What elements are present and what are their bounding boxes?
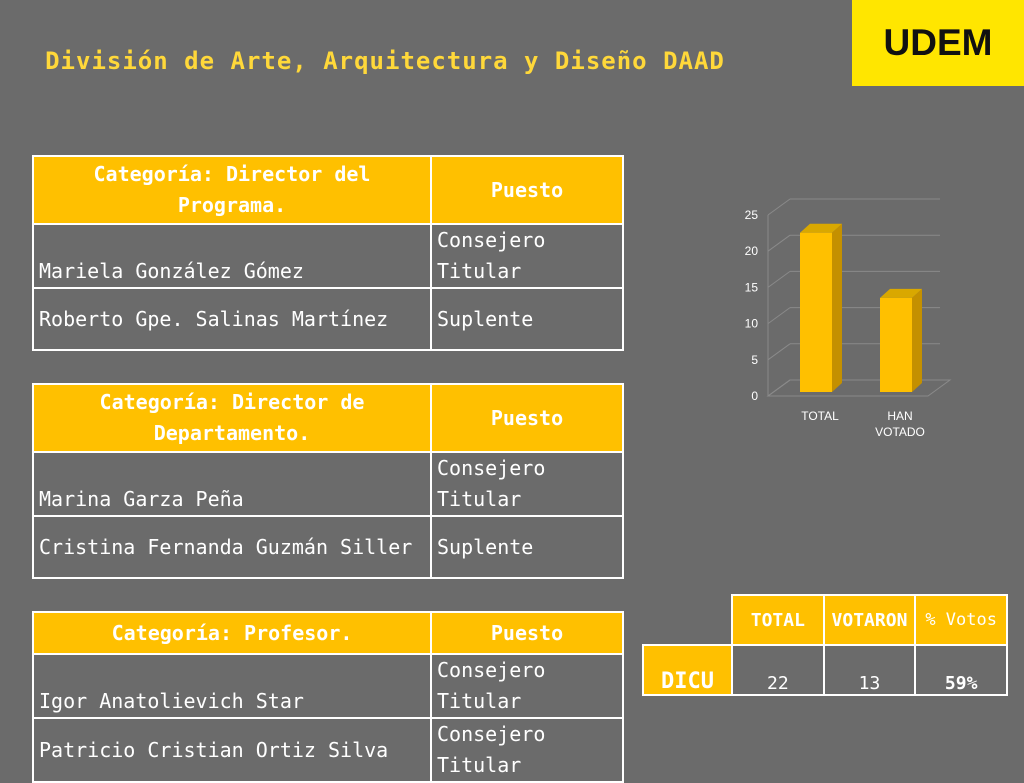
table-row: Mariela González Gómez Consejero Titular bbox=[32, 223, 624, 289]
bar-side bbox=[912, 288, 922, 392]
bar-top bbox=[800, 223, 842, 233]
table-row: Roberto Gpe. Salinas Martínez Suplente bbox=[32, 287, 624, 351]
y-tick-label: 5 bbox=[751, 353, 758, 367]
member-name: Igor Anatolievich Star bbox=[32, 653, 432, 719]
y-tick-label: 15 bbox=[745, 280, 759, 294]
votes-header-percent: % Votos bbox=[914, 594, 1008, 646]
member-role: Consejero Titular bbox=[430, 717, 624, 783]
category-table-profesor: Categoría: Profesor. Puesto Igor Anatoli… bbox=[32, 611, 624, 783]
member-name: Roberto Gpe. Salinas Martínez bbox=[32, 287, 432, 351]
grid-line bbox=[767, 198, 791, 216]
puesto-header: Puesto bbox=[430, 611, 624, 655]
bar bbox=[800, 232, 832, 392]
bar bbox=[880, 297, 912, 392]
table-row: Igor Anatolievich Star Consejero Titular bbox=[32, 653, 624, 719]
member-name: Cristina Fernanda Guzmán Siller bbox=[32, 515, 432, 579]
x-tick-label: VOTADO bbox=[875, 425, 925, 439]
chart-floor bbox=[766, 379, 952, 397]
bar-top bbox=[880, 288, 922, 298]
member-role: Consejero Titular bbox=[430, 451, 624, 517]
member-role: Suplente bbox=[430, 515, 624, 579]
category-table-director-programa: Categoría: Director del Programa. Puesto… bbox=[32, 155, 624, 351]
table-row: DICU 22 13 59% bbox=[642, 644, 1008, 696]
y-tick-label: 25 bbox=[745, 208, 759, 222]
grid-line bbox=[767, 234, 791, 252]
member-role: Consejero Titular bbox=[430, 653, 624, 719]
table-row: Cristina Fernanda Guzmán Siller Suplente bbox=[32, 515, 624, 579]
category-table-director-departamento: Categoría: Director de Departamento. Pue… bbox=[32, 383, 624, 579]
votes-total-value: 22 bbox=[731, 644, 825, 696]
votes-votaron-value: 13 bbox=[822, 644, 917, 696]
member-role: Suplente bbox=[430, 287, 624, 351]
votes-bar-chart: 0 5 10 15 20 25 TOTAL HAN VOTADO bbox=[745, 198, 952, 439]
puesto-header: Puesto bbox=[430, 155, 624, 225]
grid-line bbox=[767, 307, 791, 325]
y-tick-label: 10 bbox=[745, 317, 759, 331]
category-header: Categoría: Director del Programa. bbox=[32, 155, 432, 225]
votes-header-votaron: VOTARON bbox=[822, 594, 917, 646]
x-tick-label: HAN bbox=[887, 409, 912, 423]
table-row: Patricio Cristian Ortiz Silva Consejero … bbox=[32, 717, 624, 783]
x-tick-label: TOTAL bbox=[801, 409, 839, 423]
category-header: Categoría: Director de Departamento. bbox=[32, 383, 432, 453]
puesto-header: Puesto bbox=[430, 383, 624, 453]
y-tick-label: 0 bbox=[751, 389, 758, 403]
grid-line bbox=[767, 270, 791, 288]
votes-header-total: TOTAL bbox=[731, 594, 825, 646]
table-row: Marina Garza Peña Consejero Titular bbox=[32, 451, 624, 517]
grid-line bbox=[767, 343, 791, 361]
member-name: Patricio Cristian Ortiz Silva bbox=[32, 717, 432, 783]
bar-side bbox=[832, 223, 842, 392]
y-tick-label: 20 bbox=[745, 244, 759, 258]
blank-cell bbox=[643, 595, 733, 646]
member-role: Consejero Titular bbox=[430, 223, 624, 289]
udem-logo: UDEM bbox=[852, 0, 1024, 86]
page-title: División de Arte, Arquitectura y Diseño … bbox=[45, 47, 725, 75]
member-name: Marina Garza Peña bbox=[32, 451, 432, 517]
votes-percent-value: 59% bbox=[914, 644, 1008, 696]
votes-table: TOTAL VOTARON % Votos DICU 22 13 59% bbox=[642, 594, 1008, 696]
category-header: Categoría: Profesor. bbox=[32, 611, 432, 655]
votes-row-label: DICU bbox=[642, 644, 733, 696]
member-name: Mariela González Gómez bbox=[32, 223, 432, 289]
